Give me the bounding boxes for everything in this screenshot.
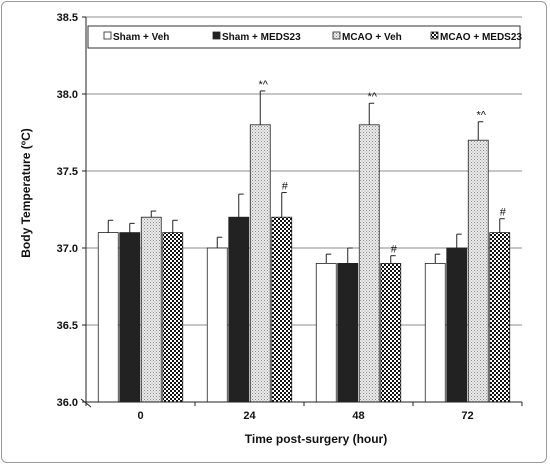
bars: *^ # *^ # *^ # bbox=[97, 79, 511, 403]
y-tick-label: 36.0 bbox=[57, 397, 78, 409]
bar bbox=[380, 262, 402, 403]
y-axis-title: Body Temperature (ºC) bbox=[19, 128, 33, 258]
x-tick-label: 0 bbox=[137, 410, 143, 422]
x-tick-label: 48 bbox=[352, 410, 364, 422]
bar bbox=[315, 262, 337, 403]
x-tick-label: 72 bbox=[461, 410, 473, 422]
y-tick-label: 38.0 bbox=[57, 89, 78, 101]
significance-marker: # bbox=[391, 244, 398, 256]
bar bbox=[467, 139, 489, 403]
y-tick-label: 38.5 bbox=[57, 12, 78, 24]
bar bbox=[249, 124, 271, 403]
bar bbox=[271, 216, 293, 403]
bar bbox=[358, 124, 380, 403]
legend: Sham + Veh Sham + MEDS23 MCAO + Veh MCAO + … bbox=[87, 25, 522, 49]
bar bbox=[337, 262, 359, 403]
legend-label: MCAO + Veh bbox=[342, 32, 402, 43]
axis-break-mark bbox=[80, 398, 92, 408]
bar bbox=[140, 216, 162, 403]
x-axis-title: Time post-surgery (hour) bbox=[245, 432, 387, 446]
significance-marker: *^ bbox=[368, 91, 378, 103]
legend-swatch bbox=[430, 31, 439, 40]
bar bbox=[424, 262, 446, 403]
y-tick-label: 36.5 bbox=[57, 320, 78, 332]
legend-label: Sham + MEDS23 bbox=[222, 32, 301, 43]
significance-marker: *^ bbox=[477, 110, 487, 122]
y-tick-label: 37.0 bbox=[57, 243, 78, 255]
bar bbox=[119, 232, 141, 403]
bar bbox=[206, 247, 228, 403]
legend-swatch bbox=[212, 31, 221, 40]
x-tick-label: 24 bbox=[243, 410, 256, 422]
significance-marker: *^ bbox=[259, 79, 269, 91]
legend-swatch bbox=[332, 31, 341, 40]
legend-label: MCAO + MEDS23 bbox=[440, 32, 522, 43]
bar bbox=[446, 247, 468, 403]
y-tick-label: 37.5 bbox=[57, 166, 78, 178]
legend-box bbox=[87, 25, 521, 49]
significance-marker: # bbox=[282, 181, 289, 193]
bar bbox=[489, 232, 511, 403]
bar bbox=[97, 232, 119, 403]
bar bbox=[162, 232, 184, 403]
significance-marker: # bbox=[500, 207, 507, 219]
bar bbox=[228, 216, 250, 403]
legend-swatch bbox=[103, 31, 112, 40]
legend-label: Sham + Veh bbox=[113, 32, 169, 43]
axes: 36.0 36.5 37.0 37.5 38.0 38.5 0 24 48 72 bbox=[57, 12, 523, 422]
